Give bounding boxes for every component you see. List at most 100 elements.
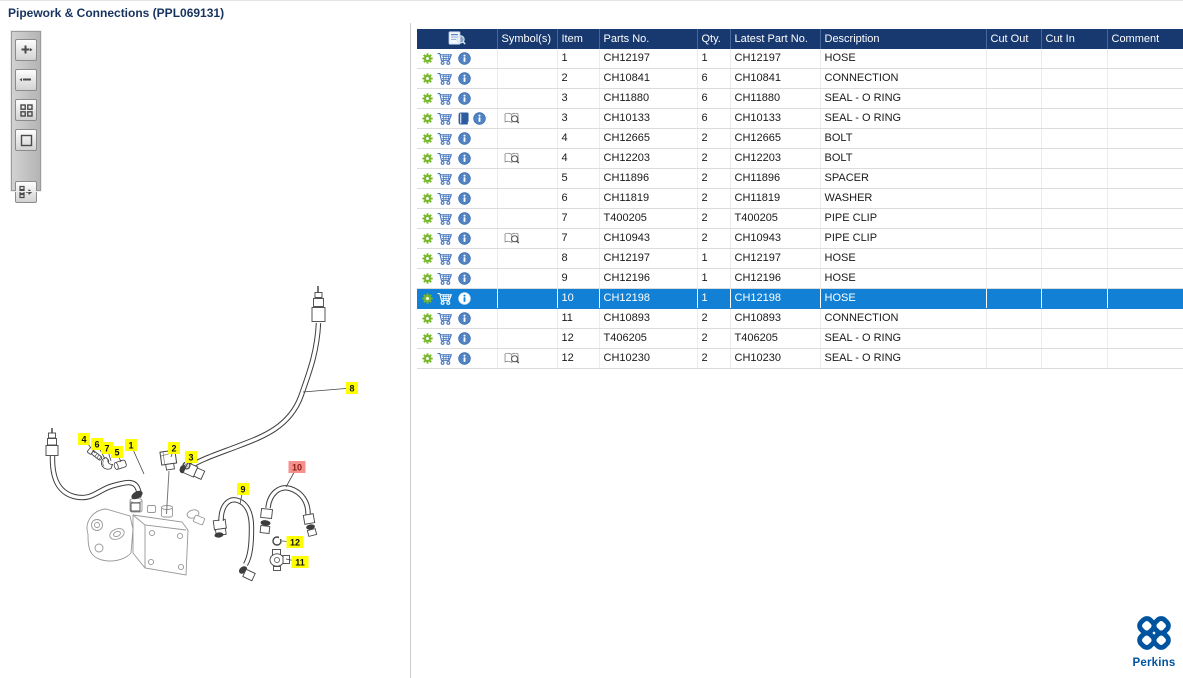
gear-icon[interactable]	[422, 213, 433, 224]
add-to-basket-icon[interactable]	[437, 52, 454, 65]
toggle-panel-icon[interactable]	[15, 181, 37, 203]
symbol-cell[interactable]	[497, 348, 558, 369]
info-icon[interactable]	[458, 212, 471, 225]
symbol-lookup-icon[interactable]	[504, 112, 520, 125]
part-hose-9[interactable]	[212, 497, 256, 582]
info-icon[interactable]	[458, 172, 471, 185]
table-row[interactable]: 12 CH10230 2 CH10230 SEAL - O RING	[417, 348, 1183, 369]
table-row[interactable]: 1 CH12197 1 CH12197 HOSE	[417, 49, 1183, 69]
gear-icon[interactable]	[422, 153, 433, 164]
gear-icon[interactable]	[422, 173, 433, 184]
table-row[interactable]: 11 CH10893 2 CH10893 CONNECTION	[417, 308, 1183, 329]
callout-label-5[interactable]: 5	[111, 446, 123, 463]
callout-label-1[interactable]: 1	[125, 439, 145, 475]
info-icon[interactable]	[458, 332, 471, 345]
info-icon[interactable]	[458, 312, 471, 325]
row-actions	[417, 268, 498, 289]
symbol-lookup-icon[interactable]	[504, 152, 520, 165]
table-row[interactable]: 8 CH12197 1 CH12197 HOSE	[417, 248, 1183, 269]
add-to-basket-icon[interactable]	[437, 292, 454, 305]
add-to-basket-icon[interactable]	[437, 252, 454, 265]
add-to-basket-icon[interactable]	[437, 112, 454, 125]
table-row[interactable]: 2 CH10841 6 CH10841 CONNECTION	[417, 68, 1183, 89]
table-row[interactable]: 12 T406205 2 T406205 SEAL - O RING	[417, 328, 1183, 349]
add-to-basket-icon[interactable]	[437, 152, 454, 165]
table-row[interactable]: 6 CH11819 2 CH11819 WASHER	[417, 188, 1183, 209]
info-icon[interactable]	[458, 52, 471, 65]
info-icon[interactable]	[458, 352, 471, 365]
table-row[interactable]: 5 CH11896 2 CH11896 SPACER	[417, 168, 1183, 189]
gear-icon[interactable]	[422, 233, 433, 244]
gear-icon[interactable]	[422, 53, 433, 64]
gear-icon[interactable]	[422, 113, 433, 124]
callout-label-4[interactable]: 4	[78, 433, 96, 454]
part-oring-12[interactable]	[272, 536, 283, 546]
info-icon[interactable]	[458, 232, 471, 245]
info-icon[interactable]	[458, 272, 471, 285]
table-row[interactable]: 7 CH10943 2 CH10943 PIPE CLIP	[417, 228, 1183, 249]
callout-label-9[interactable]: 9	[237, 483, 249, 505]
zoom-in-icon[interactable]	[15, 39, 37, 61]
callout-label-10[interactable]: 10	[285, 461, 306, 488]
gear-icon[interactable]	[422, 133, 433, 144]
part-hose-8[interactable]	[178, 286, 326, 480]
part-hose-10[interactable]	[259, 485, 318, 537]
cell-qty: 2	[697, 188, 731, 209]
info-icon[interactable]	[458, 92, 471, 105]
add-to-basket-icon[interactable]	[437, 132, 454, 145]
add-to-basket-icon[interactable]	[437, 232, 454, 245]
symbol-lookup-icon[interactable]	[504, 232, 520, 245]
symbol-lookup-icon[interactable]	[504, 352, 520, 365]
callout-label-11[interactable]: 11	[285, 556, 309, 568]
add-to-basket-icon[interactable]	[437, 212, 454, 225]
callout-label-8[interactable]: 8	[302, 382, 358, 394]
info-icon[interactable]	[458, 152, 471, 165]
add-to-basket-icon[interactable]	[437, 312, 454, 325]
gear-icon[interactable]	[422, 333, 433, 344]
gear-icon[interactable]	[422, 293, 433, 304]
info-icon[interactable]	[458, 132, 471, 145]
zoom-window-icon[interactable]	[15, 129, 37, 151]
add-to-basket-icon[interactable]	[437, 352, 454, 365]
info-icon[interactable]	[458, 72, 471, 85]
part-connection-11[interactable]	[269, 549, 290, 571]
gear-icon[interactable]	[422, 253, 433, 264]
fit-view-icon[interactable]	[15, 99, 37, 121]
gear-icon[interactable]	[422, 313, 433, 324]
callout-label-7[interactable]: 7	[101, 442, 113, 462]
info-icon[interactable]	[458, 192, 471, 205]
add-to-basket-icon[interactable]	[437, 172, 454, 185]
symbol-cell[interactable]	[497, 228, 558, 249]
add-to-basket-icon[interactable]	[437, 332, 454, 345]
part-hose-1[interactable]	[45, 428, 144, 512]
add-to-basket-icon[interactable]	[437, 192, 454, 205]
part-spacer-5[interactable]	[113, 459, 127, 470]
callout-label-3[interactable]: 3	[185, 451, 197, 465]
callout-label-12[interactable]: 12	[281, 536, 304, 548]
gear-icon[interactable]	[422, 93, 433, 104]
symbol-cell[interactable]	[497, 108, 558, 129]
gear-icon[interactable]	[422, 73, 433, 84]
part-pipe-clip-7[interactable]	[100, 457, 114, 470]
info-icon[interactable]	[458, 252, 471, 265]
gear-icon[interactable]	[422, 353, 433, 364]
gear-icon[interactable]	[422, 193, 433, 204]
table-row[interactable]: 3 CH10133 6 CH10133 SEAL - O RING	[417, 108, 1183, 129]
info-icon[interactable]	[473, 112, 486, 125]
add-to-basket-icon[interactable]	[437, 272, 454, 285]
table-row[interactable]: 4 CH12665 2 CH12665 BOLT	[417, 128, 1183, 149]
add-to-basket-icon[interactable]	[437, 72, 454, 85]
info-icon[interactable]	[458, 292, 471, 305]
gear-icon[interactable]	[422, 273, 433, 284]
callout-label-2[interactable]: 2	[168, 442, 180, 458]
add-to-basket-icon[interactable]	[437, 92, 454, 105]
table-row[interactable]: 10 CH12198 1 CH12198 HOSE	[417, 288, 1183, 309]
table-row[interactable]: 4 CH12203 2 CH12203 BOLT	[417, 148, 1183, 169]
symbol-cell[interactable]	[497, 148, 558, 169]
book-icon[interactable]	[458, 112, 469, 125]
zoom-out-icon[interactable]	[15, 69, 37, 91]
part-connection-2[interactable]	[159, 449, 178, 515]
table-row[interactable]: 9 CH12196 1 CH12196 HOSE	[417, 268, 1183, 289]
table-row[interactable]: 3 CH11880 6 CH11880 SEAL - O RING	[417, 88, 1183, 109]
table-row[interactable]: 7 T400205 2 T400205 PIPE CLIP	[417, 208, 1183, 229]
